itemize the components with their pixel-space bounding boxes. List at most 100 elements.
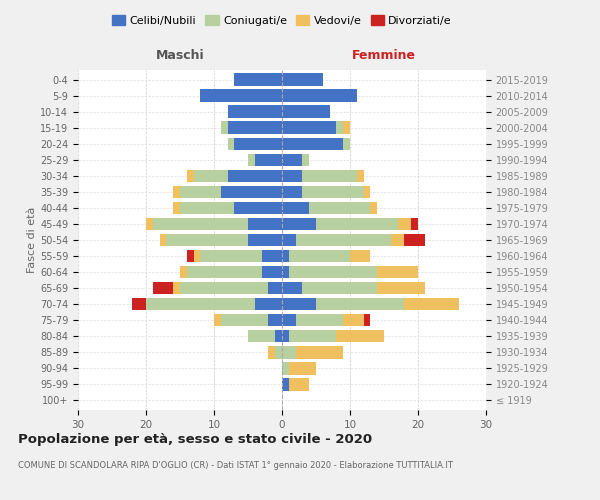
- Bar: [350, 250, 370, 262]
- Bar: [377, 266, 418, 278]
- Bar: [282, 266, 289, 278]
- Bar: [235, 74, 282, 86]
- Bar: [235, 202, 282, 214]
- Bar: [146, 218, 153, 230]
- Bar: [173, 202, 180, 214]
- Bar: [282, 362, 289, 374]
- Bar: [248, 330, 275, 342]
- Bar: [337, 330, 384, 342]
- Bar: [343, 122, 350, 134]
- Bar: [404, 234, 425, 246]
- Bar: [173, 186, 180, 198]
- Bar: [377, 282, 425, 294]
- Bar: [282, 298, 316, 310]
- Bar: [194, 250, 200, 262]
- Bar: [282, 234, 296, 246]
- Bar: [411, 218, 418, 230]
- Text: Popolazione per età, sesso e stato civile - 2020: Popolazione per età, sesso e stato civil…: [18, 432, 372, 446]
- Bar: [146, 298, 255, 310]
- Bar: [302, 170, 357, 182]
- Bar: [316, 298, 404, 310]
- Bar: [364, 314, 370, 326]
- Bar: [235, 138, 282, 150]
- Bar: [200, 250, 262, 262]
- Bar: [180, 186, 221, 198]
- Bar: [398, 218, 411, 230]
- Bar: [302, 154, 309, 166]
- Bar: [187, 266, 262, 278]
- Bar: [262, 250, 282, 262]
- Bar: [282, 250, 289, 262]
- Bar: [194, 170, 227, 182]
- Bar: [221, 314, 268, 326]
- Bar: [248, 234, 282, 246]
- Bar: [282, 218, 316, 230]
- Text: COMUNE DI SCANDOLARA RIPA D'OGLIO (CR) - Dati ISTAT 1° gennaio 2020 - Elaborazio: COMUNE DI SCANDOLARA RIPA D'OGLIO (CR) -…: [18, 460, 453, 469]
- Bar: [227, 106, 282, 118]
- Bar: [187, 250, 194, 262]
- Bar: [262, 266, 282, 278]
- Bar: [268, 314, 282, 326]
- Bar: [282, 122, 337, 134]
- Bar: [282, 74, 323, 86]
- Bar: [357, 170, 364, 182]
- Bar: [180, 282, 268, 294]
- Bar: [404, 298, 459, 310]
- Bar: [268, 282, 282, 294]
- Bar: [343, 314, 364, 326]
- Bar: [180, 202, 235, 214]
- Bar: [166, 234, 248, 246]
- Bar: [227, 138, 235, 150]
- Bar: [282, 90, 357, 102]
- Bar: [153, 218, 248, 230]
- Bar: [282, 282, 302, 294]
- Bar: [289, 266, 377, 278]
- Bar: [255, 154, 282, 166]
- Bar: [153, 282, 173, 294]
- Bar: [309, 202, 370, 214]
- Text: Femmine: Femmine: [352, 49, 416, 62]
- Bar: [173, 282, 180, 294]
- Bar: [275, 330, 282, 342]
- Bar: [343, 138, 350, 150]
- Bar: [289, 330, 337, 342]
- Bar: [268, 346, 275, 358]
- Bar: [282, 330, 289, 342]
- Bar: [296, 346, 343, 358]
- Bar: [248, 218, 282, 230]
- Bar: [296, 234, 391, 246]
- Bar: [133, 298, 146, 310]
- Bar: [296, 314, 343, 326]
- Bar: [282, 186, 302, 198]
- Bar: [227, 170, 282, 182]
- Bar: [180, 266, 187, 278]
- Bar: [391, 234, 404, 246]
- Bar: [275, 346, 282, 358]
- Bar: [227, 122, 282, 134]
- Legend: Celibi/Nubili, Coniugati/e, Vedovi/e, Divorziati/e: Celibi/Nubili, Coniugati/e, Vedovi/e, Di…: [107, 10, 457, 30]
- Bar: [187, 170, 194, 182]
- Bar: [200, 90, 282, 102]
- Bar: [289, 362, 316, 374]
- Bar: [370, 202, 377, 214]
- Bar: [302, 282, 377, 294]
- Bar: [221, 122, 227, 134]
- Bar: [282, 378, 289, 390]
- Y-axis label: Fasce di età: Fasce di età: [27, 207, 37, 273]
- Bar: [282, 314, 296, 326]
- Bar: [316, 218, 398, 230]
- Bar: [302, 186, 364, 198]
- Bar: [248, 154, 255, 166]
- Bar: [337, 122, 343, 134]
- Bar: [289, 250, 350, 262]
- Bar: [282, 154, 302, 166]
- Bar: [364, 186, 370, 198]
- Bar: [214, 314, 221, 326]
- Bar: [282, 346, 296, 358]
- Bar: [282, 106, 329, 118]
- Bar: [282, 138, 343, 150]
- Bar: [289, 378, 309, 390]
- Text: Maschi: Maschi: [155, 49, 205, 62]
- Bar: [282, 170, 302, 182]
- Bar: [255, 298, 282, 310]
